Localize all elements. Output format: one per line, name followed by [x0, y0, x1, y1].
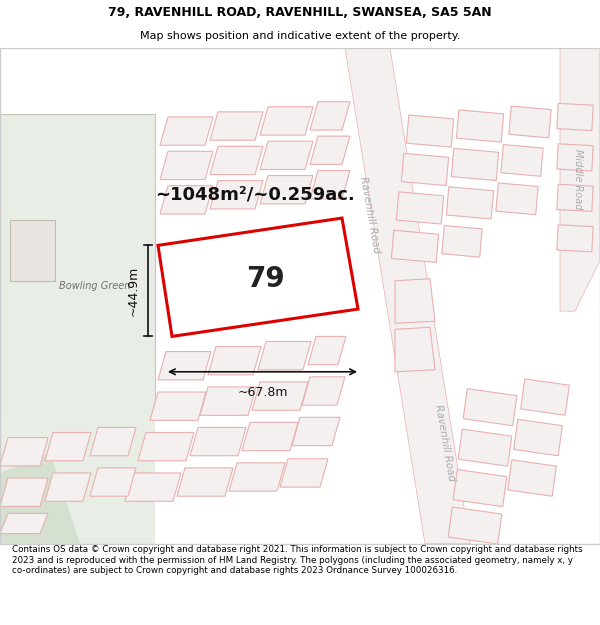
Polygon shape: [508, 460, 556, 496]
Polygon shape: [260, 176, 313, 204]
Polygon shape: [310, 136, 350, 164]
Polygon shape: [90, 428, 136, 456]
Polygon shape: [45, 473, 91, 501]
Polygon shape: [260, 107, 313, 135]
Polygon shape: [308, 336, 346, 365]
Polygon shape: [280, 459, 328, 487]
Polygon shape: [463, 389, 517, 426]
Polygon shape: [0, 412, 155, 544]
Polygon shape: [125, 473, 181, 501]
Polygon shape: [442, 226, 482, 257]
Polygon shape: [406, 115, 454, 147]
Polygon shape: [557, 103, 593, 131]
Polygon shape: [0, 114, 155, 412]
Polygon shape: [395, 328, 435, 372]
Polygon shape: [45, 432, 91, 461]
Text: Ravenhill Road: Ravenhill Road: [433, 403, 457, 482]
Polygon shape: [458, 429, 512, 466]
Polygon shape: [292, 418, 340, 446]
Polygon shape: [446, 187, 494, 219]
Polygon shape: [560, 48, 600, 311]
Polygon shape: [496, 183, 538, 215]
Polygon shape: [138, 432, 194, 461]
Polygon shape: [557, 184, 593, 211]
Polygon shape: [451, 148, 499, 181]
Polygon shape: [210, 112, 263, 140]
Polygon shape: [160, 151, 213, 179]
Text: ~1048m²/~0.259ac.: ~1048m²/~0.259ac.: [155, 186, 355, 204]
Polygon shape: [160, 186, 213, 214]
Text: 79: 79: [245, 265, 284, 292]
Polygon shape: [177, 468, 233, 496]
Text: Map shows position and indicative extent of the property.: Map shows position and indicative extent…: [140, 31, 460, 41]
Polygon shape: [242, 422, 298, 451]
Polygon shape: [397, 192, 443, 224]
Polygon shape: [391, 230, 439, 262]
Polygon shape: [514, 419, 562, 456]
Polygon shape: [0, 438, 48, 466]
Polygon shape: [0, 513, 48, 534]
Text: ~44.9m: ~44.9m: [127, 266, 140, 316]
Polygon shape: [10, 220, 55, 281]
Polygon shape: [557, 225, 593, 252]
Polygon shape: [557, 144, 593, 171]
Polygon shape: [150, 392, 206, 421]
Polygon shape: [160, 117, 213, 145]
Polygon shape: [310, 171, 350, 199]
Polygon shape: [200, 387, 256, 415]
Text: Ravenhill Road: Ravenhill Road: [358, 176, 382, 254]
Polygon shape: [509, 106, 551, 138]
Polygon shape: [190, 428, 246, 456]
Polygon shape: [258, 341, 311, 370]
Text: ~67.8m: ~67.8m: [237, 386, 288, 399]
Polygon shape: [501, 144, 543, 176]
Polygon shape: [90, 468, 136, 496]
Polygon shape: [252, 382, 308, 410]
Polygon shape: [302, 377, 345, 405]
Polygon shape: [210, 146, 263, 174]
Polygon shape: [345, 48, 470, 544]
Text: Middle Road: Middle Road: [573, 149, 583, 210]
Polygon shape: [448, 507, 502, 544]
Polygon shape: [229, 463, 285, 491]
Polygon shape: [0, 478, 48, 506]
Polygon shape: [453, 469, 507, 507]
Text: Contains OS data © Crown copyright and database right 2021. This information is : Contains OS data © Crown copyright and d…: [12, 546, 583, 575]
Text: 79, RAVENHILL ROAD, RAVENHILL, SWANSEA, SA5 5AN: 79, RAVENHILL ROAD, RAVENHILL, SWANSEA, …: [108, 6, 492, 19]
Polygon shape: [260, 141, 313, 169]
Polygon shape: [310, 102, 350, 130]
Polygon shape: [0, 452, 80, 544]
Polygon shape: [401, 153, 449, 186]
Polygon shape: [395, 279, 435, 323]
Polygon shape: [158, 218, 358, 336]
Polygon shape: [210, 181, 263, 209]
Text: Bowling Green: Bowling Green: [59, 281, 131, 291]
Polygon shape: [521, 379, 569, 415]
Polygon shape: [158, 352, 211, 380]
Polygon shape: [457, 110, 503, 142]
Polygon shape: [208, 346, 261, 375]
